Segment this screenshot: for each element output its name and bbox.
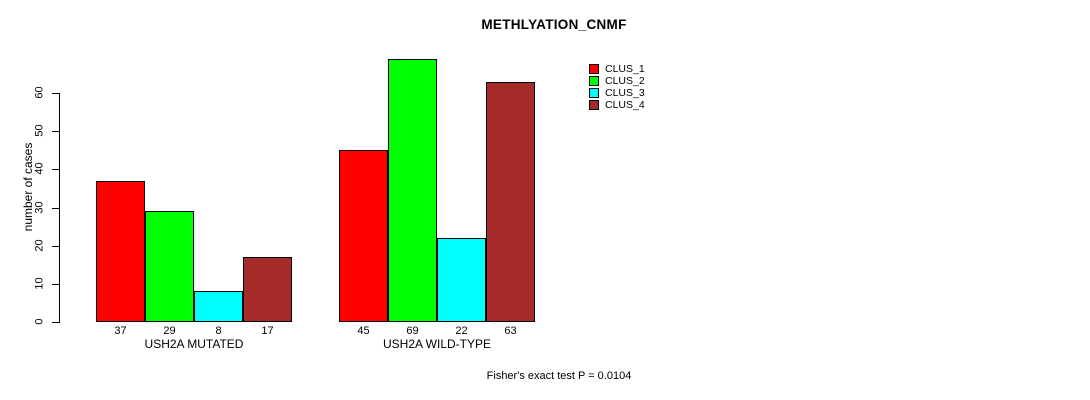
bar-clus_2: [145, 211, 194, 322]
bar-value-label: 45: [357, 325, 370, 337]
statistical-test-annotation: Fisher's exact test P = 0.0104: [486, 370, 632, 382]
y-tick-label: 60: [33, 86, 46, 99]
y-tick-mark: [52, 208, 59, 209]
bar-value-label: 29: [163, 325, 176, 337]
y-tick-label: 20: [33, 239, 46, 252]
y-tick-label: 30: [33, 201, 46, 214]
y-tick-label: 40: [33, 162, 46, 175]
legend-label: CLUS_2: [605, 75, 645, 87]
bar-value-label: 37: [114, 325, 127, 337]
legend-row: CLUS_3: [589, 87, 645, 99]
legend: CLUS_1 CLUS_2 CLUS_3 CLUS_4: [589, 63, 645, 111]
bar-clus_2: [388, 59, 437, 322]
legend-label: CLUS_1: [605, 63, 645, 75]
y-tick-mark: [52, 131, 59, 132]
bar-value-label: 22: [455, 325, 468, 337]
legend-swatch-icon: [589, 64, 599, 74]
legend-swatch-icon: [589, 100, 599, 110]
legend-row: CLUS_2: [589, 75, 645, 87]
y-tick-mark: [52, 93, 59, 94]
bar-value-label: 8: [215, 325, 222, 337]
y-tick-mark: [52, 169, 59, 170]
bar-clus_3: [437, 238, 486, 322]
chart-title: METHLYATION_CNMF: [481, 17, 627, 32]
legend-row: CLUS_4: [589, 99, 645, 111]
bar-value-label: 63: [504, 325, 517, 337]
y-tick-mark: [52, 284, 59, 285]
legend-row: CLUS_1: [589, 63, 645, 75]
legend-swatch-icon: [589, 88, 599, 98]
y-tick-label: 0: [33, 318, 46, 325]
y-tick-label: 50: [33, 124, 46, 137]
y-tick-mark: [52, 246, 59, 247]
bar-clus_1: [339, 150, 388, 322]
group-label: USH2A WILD-TYPE: [382, 337, 492, 351]
bar-value-label: 69: [406, 325, 419, 337]
legend-label: CLUS_4: [605, 99, 645, 111]
y-axis-line: [59, 93, 60, 323]
group-label: USH2A MUTATED: [144, 337, 244, 351]
legend-label: CLUS_3: [605, 87, 645, 99]
bar-clus_3: [194, 291, 243, 322]
bar-clus_4: [486, 82, 535, 322]
y-tick-mark: [52, 322, 59, 323]
bar-clus_4: [243, 257, 292, 322]
y-tick-label: 10: [33, 277, 46, 290]
legend-swatch-icon: [589, 76, 599, 86]
bar-value-label: 17: [261, 325, 274, 337]
bar-clus_1: [96, 181, 145, 322]
